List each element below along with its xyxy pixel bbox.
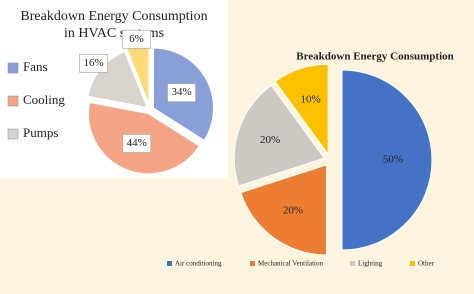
data-label: 10% <box>300 94 320 106</box>
label-box <box>122 29 151 49</box>
label-box <box>79 53 108 73</box>
legend-swatch <box>350 261 355 266</box>
pie-slice <box>341 69 433 251</box>
pie-slice <box>240 164 327 256</box>
legend-label: Fans <box>23 59 48 74</box>
legend-label: Lighting <box>358 260 383 268</box>
data-label: 20% <box>260 134 280 146</box>
legend-swatch <box>7 62 19 74</box>
chart-title: Breakdown Energy Consumption <box>20 9 207 24</box>
data-label: 20% <box>283 204 303 216</box>
legend-label: Air conditioning <box>175 260 222 268</box>
legend-label: Pumps <box>23 125 58 140</box>
legend-swatch <box>7 128 19 140</box>
legend-label: Other <box>418 260 435 268</box>
legend-swatch <box>410 261 415 266</box>
legend-label: Cooling <box>23 92 65 107</box>
pie-slice <box>274 63 329 156</box>
data-label: 16% <box>84 57 104 69</box>
legend-swatch <box>167 261 172 266</box>
chart-title: Breakdown Energy Consumption <box>296 51 454 63</box>
data-label: 50% <box>383 154 403 166</box>
pie-slice <box>233 84 326 187</box>
legend-swatch <box>250 261 255 266</box>
label-box <box>122 134 152 153</box>
data-label: 6% <box>129 33 144 45</box>
legend-swatch <box>7 95 19 107</box>
data-label: 44% <box>127 137 147 149</box>
label-box <box>167 83 196 103</box>
data-label: 34% <box>171 86 191 98</box>
legend-label: Mechanical Ventilation <box>258 260 323 268</box>
